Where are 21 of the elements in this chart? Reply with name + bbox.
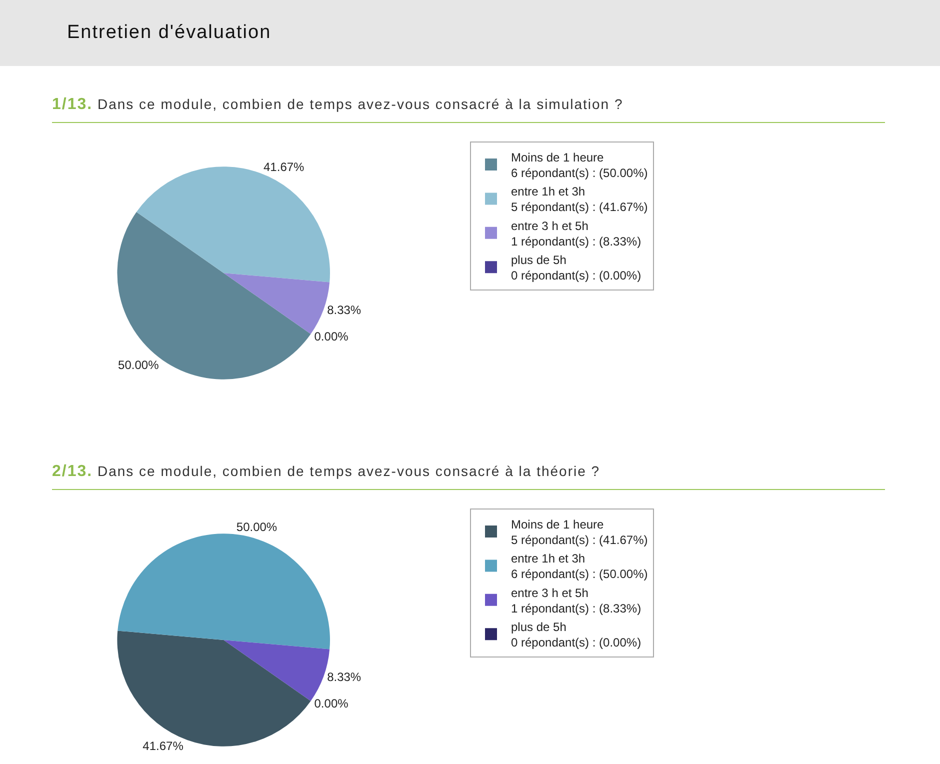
text: 0.00%: [314, 696, 348, 710]
chart-title: 1/13. Dans ce module, combien de temps avez-vous consacré à la simulation ?: [52, 96, 885, 123]
data-label: 50.00%: [236, 520, 278, 534]
data-label: 50.00%: [118, 358, 160, 372]
legend-label: entre 3 h et 5h 1 répondant(s) : (8.33%): [511, 586, 642, 616]
legend-label: Moins de 1 heure 5 répondant(s) : (41.67%): [511, 517, 648, 547]
legend-label: entre 1h et 3h 5 répondant(s) : (41.67%): [511, 184, 648, 214]
pie-slice: [118, 534, 330, 650]
legend-label: plus de 5h 0 répondant(s) : (0.00%): [511, 252, 642, 283]
legend-label: Moins de 1 heure 6 répondant(s) : (50.00%): [511, 150, 648, 180]
text: 0.00%: [314, 329, 348, 344]
data-label: 8.33%: [327, 303, 362, 318]
legend-label: entre 3 h et 5h 1 répondant(s) : (8.33%): [511, 218, 642, 248]
text: Entretien d'évaluation: [67, 22, 272, 43]
data-label: 41.67%: [142, 739, 184, 754]
chart-title: 2/13. Dans ce module, combien de temps avez-vous consacré à la théorie ?: [52, 463, 885, 490]
legend-label: plus de 5h 0 répondant(s) : (0.00%): [511, 620, 642, 650]
data-label: 41.67%: [264, 160, 305, 174]
pie-slice: [117, 212, 311, 380]
data-label: 8.33%: [327, 670, 362, 684]
legend-label: entre 1h et 3h 6 répondant(s) : (50.00%): [511, 552, 648, 582]
